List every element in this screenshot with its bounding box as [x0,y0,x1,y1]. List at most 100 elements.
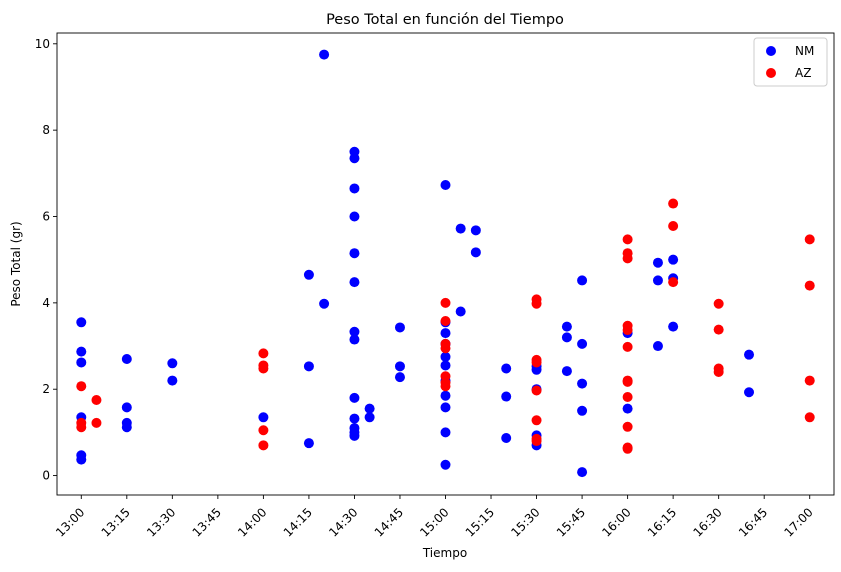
data-point-nm [440,427,451,438]
x-tick-label: 13:15 [99,505,133,539]
data-point-nm [561,366,572,377]
y-tick-label: 4 [42,296,50,310]
data-point-az [440,315,451,326]
data-point-nm [668,321,679,332]
data-point-nm [349,277,360,288]
data-point-nm [470,247,481,258]
x-tick-label: 16:30 [690,505,724,539]
data-point-az [668,198,679,209]
data-point-nm [349,211,360,222]
data-point-nm [319,49,330,60]
data-point-az [531,298,542,309]
data-point-az [622,325,633,336]
data-point-az [258,440,269,451]
data-point-az [622,234,633,245]
data-point-az [76,422,87,433]
x-tick-label: 15:00 [417,505,451,539]
data-point-nm [470,225,481,236]
y-tick-label: 10 [35,37,50,51]
data-point-nm [561,321,572,332]
data-point-nm [577,378,588,389]
data-point-az [668,277,679,288]
x-tick-label: 16:15 [645,505,679,539]
x-tick-label: 14:00 [235,505,269,539]
x-tick-label: 15:30 [508,505,542,539]
data-point-nm [744,349,755,360]
legend: NM AZ [753,37,828,87]
data-point-nm [622,403,633,414]
data-point-az [258,348,269,359]
data-point-nm [303,269,314,280]
data-point-nm [394,372,405,383]
data-point-nm [76,346,87,357]
data-point-nm [349,326,360,337]
data-point-nm [652,341,663,352]
data-point-az [76,381,87,392]
data-point-nm [577,275,588,286]
data-point-nm [652,275,663,286]
data-point-nm [121,402,132,413]
data-point-nm [349,153,360,164]
data-point-az [804,280,815,291]
data-point-az [531,436,542,447]
x-tick-label: 13:45 [190,505,224,539]
data-point-az [531,385,542,396]
data-point-az [713,324,724,335]
legend-marker-az [766,68,776,78]
data-point-nm [349,430,360,441]
data-point-az [804,234,815,245]
data-point-az [622,443,633,454]
x-tick-label: 15:15 [463,505,497,539]
plot-area [56,32,835,496]
data-point-nm [744,387,755,398]
data-point-nm [121,353,132,364]
x-tick-label: 15:45 [554,505,588,539]
data-point-nm [440,459,451,470]
data-point-nm [76,317,87,328]
x-tick-label: 13:30 [144,505,178,539]
data-point-nm [455,306,466,317]
data-point-nm [349,183,360,194]
data-point-az [622,341,633,352]
data-point-nm [652,257,663,268]
x-tick-label: 13:00 [53,505,87,539]
data-point-nm [455,223,466,234]
data-point-az [531,415,542,426]
data-point-nm [501,391,512,402]
data-point-nm [577,467,588,478]
chart-title: Peso Total en función del Tiempo [326,12,564,28]
data-point-az [668,221,679,232]
data-point-az [440,381,451,392]
data-point-az [804,375,815,386]
y-tick-label: 8 [42,123,50,137]
data-point-nm [364,403,375,414]
data-point-nm [349,334,360,345]
y-tick-label: 6 [42,210,50,224]
data-point-nm [258,412,269,423]
data-point-az [258,425,269,436]
data-point-nm [577,405,588,416]
data-point-nm [440,360,451,371]
data-point-nm [121,422,132,433]
data-point-nm [501,363,512,374]
data-point-nm [76,454,87,465]
data-point-nm [440,351,451,362]
data-point-nm [303,438,314,449]
data-point-nm [577,338,588,349]
legend-label-nm: NM [795,44,814,58]
x-tick-label: 14:30 [326,505,360,539]
data-point-az [531,357,542,368]
legend-marker-nm [766,46,776,56]
data-point-nm [167,358,178,369]
legend-label-az: AZ [795,66,811,80]
data-point-nm [349,392,360,403]
x-tick-label: 16:45 [736,505,770,539]
data-point-az [713,366,724,377]
data-points [76,49,815,478]
data-point-az [258,363,269,374]
data-point-az [91,417,102,428]
data-point-nm [349,248,360,259]
y-tick-label: 0 [42,469,50,483]
data-point-nm [440,179,451,190]
